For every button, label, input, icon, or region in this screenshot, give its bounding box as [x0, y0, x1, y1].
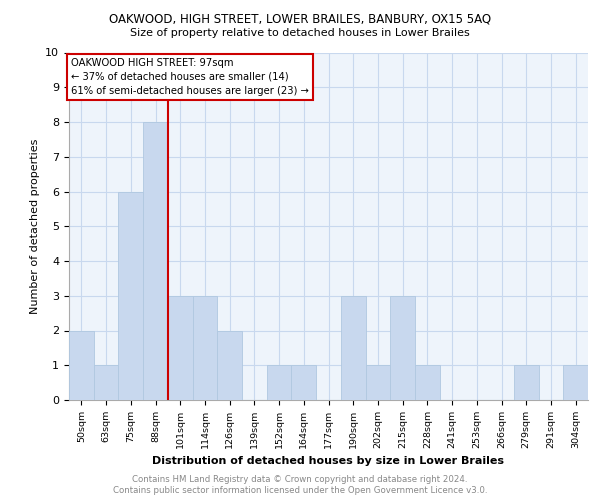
- Bar: [292, 365, 316, 400]
- Bar: [94, 365, 118, 400]
- Bar: [118, 192, 143, 400]
- Bar: [514, 365, 539, 400]
- Bar: [69, 330, 94, 400]
- Bar: [415, 365, 440, 400]
- Bar: [193, 296, 217, 400]
- Bar: [267, 365, 292, 400]
- Text: Size of property relative to detached houses in Lower Brailes: Size of property relative to detached ho…: [130, 28, 470, 38]
- Bar: [341, 296, 365, 400]
- Bar: [365, 365, 390, 400]
- Text: OAKWOOD HIGH STREET: 97sqm
← 37% of detached houses are smaller (14)
61% of semi: OAKWOOD HIGH STREET: 97sqm ← 37% of deta…: [71, 58, 310, 96]
- Text: Contains HM Land Registry data © Crown copyright and database right 2024.: Contains HM Land Registry data © Crown c…: [132, 475, 468, 484]
- Text: Contains public sector information licensed under the Open Government Licence v3: Contains public sector information licen…: [113, 486, 487, 495]
- Bar: [563, 365, 588, 400]
- Y-axis label: Number of detached properties: Number of detached properties: [30, 138, 40, 314]
- Bar: [390, 296, 415, 400]
- Text: OAKWOOD, HIGH STREET, LOWER BRAILES, BANBURY, OX15 5AQ: OAKWOOD, HIGH STREET, LOWER BRAILES, BAN…: [109, 12, 491, 26]
- Bar: [143, 122, 168, 400]
- Bar: [217, 330, 242, 400]
- Bar: [168, 296, 193, 400]
- X-axis label: Distribution of detached houses by size in Lower Brailes: Distribution of detached houses by size …: [152, 456, 505, 466]
